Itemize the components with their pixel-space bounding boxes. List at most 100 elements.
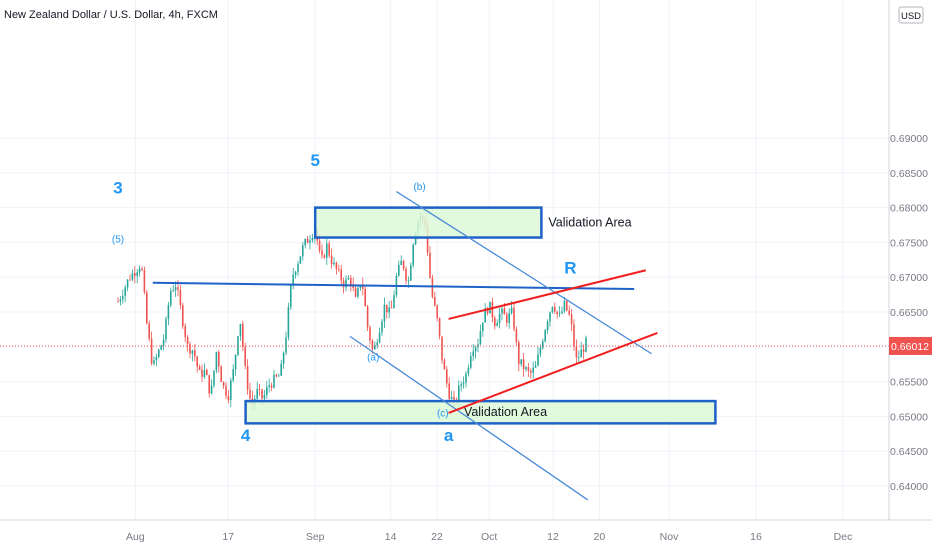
candle-body [491,301,494,318]
candle-body [570,314,573,325]
candle-body [249,389,251,399]
candle-body [311,237,314,241]
candle-body [198,366,201,370]
candle-body [328,243,330,256]
candle-body [558,313,561,315]
trend-lines [152,191,658,501]
price-tick-label: 0.67500 [890,237,928,249]
candle-body [208,375,210,394]
candle-body [518,342,520,365]
candle-body [582,349,585,352]
trend-line-upper-falling-line [396,191,652,355]
candle-body [172,290,174,292]
candle-body [292,274,294,286]
wave-label: (b) [413,182,425,193]
time-tick-label: Sep [306,531,325,543]
candle-body [189,344,191,354]
candle-body [546,321,549,331]
time-axis[interactable]: Aug 17 Sep 14 22 Oct 12 20 Nov 16 Dec [126,531,852,543]
candle-body [494,317,496,327]
time-tick-label: 12 [547,531,559,543]
currency-button[interactable]: USD [898,6,924,24]
candle-body [513,307,515,330]
price-tick-label: 0.68500 [890,168,928,180]
candle-body [258,388,261,390]
candle-body [287,307,290,338]
time-tick-label: 14 [385,531,397,543]
candle-body [539,347,542,355]
candle-body [338,269,340,270]
candle-body [203,369,206,377]
candle-body [225,385,227,396]
candle-body [304,239,306,246]
time-tick-label: Aug [126,531,145,543]
candle-body [498,313,501,324]
candle-body [369,327,371,341]
candle-body [386,304,388,313]
candle-body [218,351,220,367]
candle-body [206,369,208,376]
candle-body [551,306,554,313]
time-tick-label: 20 [594,531,606,543]
candle-body [129,279,131,281]
candle-body [534,365,537,368]
candle-body [122,296,124,300]
candle-body [167,305,170,319]
candle-body [323,255,326,258]
candle-body [215,351,218,371]
candle-body [443,360,446,370]
candle-body [131,273,134,280]
candle-body [515,329,518,343]
wave-label: 3 [113,179,122,198]
candle-body [191,350,194,354]
candle-body [143,270,146,293]
candle-body [580,349,582,358]
candle-body [359,285,362,288]
candle-body [266,387,268,396]
candle-body [162,339,165,346]
candle-body [184,326,186,338]
candle-body [402,260,405,269]
candle-body [117,301,119,303]
price-tick-label: 0.64000 [890,481,928,493]
candle-body [501,308,503,314]
price-tick-label: 0.67000 [890,272,928,284]
candle-body [556,311,558,315]
plot-area[interactable] [0,0,889,520]
candle-body [294,272,297,275]
candle-body [256,388,258,399]
candle-body [525,367,527,370]
candle-body [333,262,335,265]
candle-body [462,382,465,385]
price-axis[interactable]: 0.640000.645000.650000.655000.660000.665… [890,133,928,493]
candle-body [347,277,350,280]
trend-line-lower-falling-line [349,335,589,501]
time-tick-label: 22 [431,531,443,543]
validation-zone-label: Validation Area [548,216,631,230]
candle-body [542,341,544,348]
candle-body [150,338,153,364]
candle-body [585,337,587,352]
candle-body [510,307,513,313]
candle-body [374,345,376,350]
time-tick-label: Oct [481,531,497,543]
candle-body [522,359,525,370]
candle-body [182,305,184,327]
candle-body [146,292,148,324]
candle-body [426,225,429,253]
candle-body [362,285,364,289]
candle-body [429,252,431,278]
candle-body [273,374,275,388]
candle-body [213,370,215,386]
candle-body [174,287,177,291]
candle-body [566,300,568,311]
candle-body [489,301,491,314]
candle-body [170,290,172,306]
candle-body [486,308,489,314]
candle-body [342,280,345,288]
candle-body [340,269,342,281]
candle-body [568,310,570,315]
candle-body [326,243,328,258]
candle-body [222,381,225,386]
